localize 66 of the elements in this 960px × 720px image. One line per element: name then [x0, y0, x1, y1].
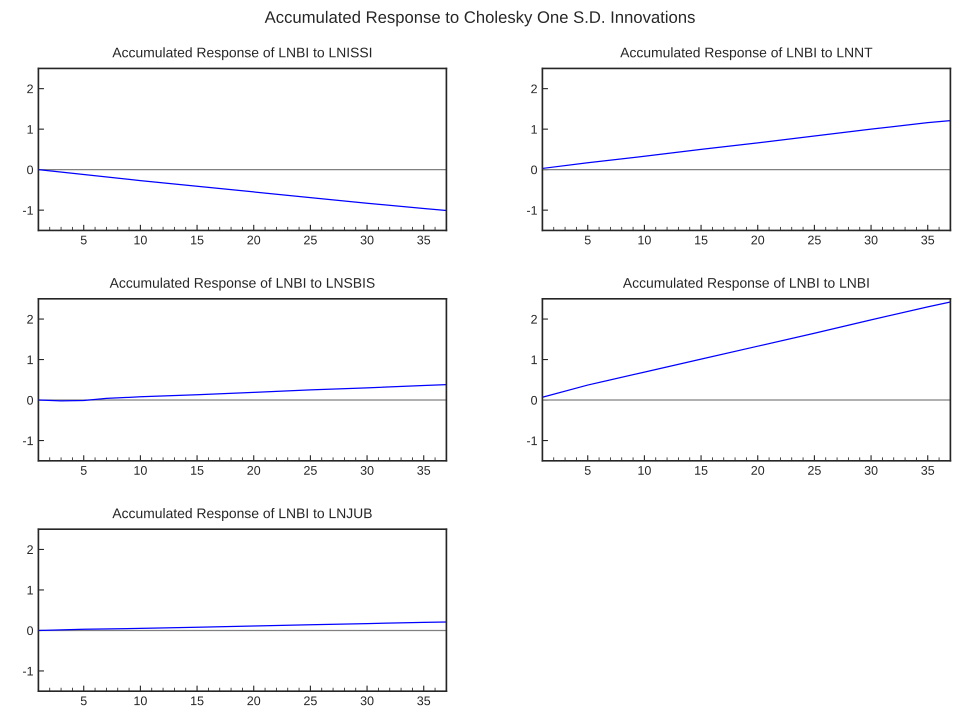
- y-tick-label: 1: [532, 355, 537, 364]
- x-tick-label: 30: [360, 466, 374, 475]
- chart-title: Accumulated Response of LNBI to LNJUB: [112, 508, 372, 521]
- y-tick-label: 1: [532, 125, 537, 134]
- x-tick-label: 10: [638, 236, 651, 244]
- x-tick-label: 30: [864, 236, 878, 244]
- x-tick-label: 25: [304, 466, 317, 475]
- x-tick-label: 15: [191, 696, 204, 706]
- chart-title: Accumulated Response of LNBI to LNSBIS: [110, 278, 375, 291]
- x-tick-label: 35: [921, 236, 934, 244]
- x-tick-label: 5: [80, 236, 87, 244]
- x-tick-label: 15: [695, 236, 708, 244]
- y-tick-label: 0: [27, 626, 34, 636]
- y-tick-label: -1: [22, 206, 33, 215]
- x-tick-label: 15: [695, 466, 708, 475]
- y-tick-label: 2: [531, 84, 537, 94]
- y-tick-label: -1: [22, 436, 33, 446]
- x-tick-label: 25: [808, 466, 821, 475]
- y-tick-label: 1: [28, 355, 33, 364]
- chart-title: Accumulated Response of LNBI to LNISSI: [112, 47, 372, 60]
- y-tick-label: -1: [526, 436, 537, 446]
- y-tick-label: 1: [28, 586, 33, 594]
- y-tick-label: 1: [28, 125, 33, 134]
- y-tick-label: 0: [531, 396, 538, 405]
- x-tick-label: 5: [80, 466, 87, 475]
- x-tick-label: 35: [921, 466, 934, 475]
- x-tick-label: 5: [584, 236, 591, 244]
- x-tick-label: 5: [80, 696, 87, 706]
- chart-title: Accumulated Response of LNBI to LNNT: [620, 47, 872, 60]
- x-tick-label: 10: [134, 236, 147, 244]
- chart-title: Accumulated Response of LNBI to LNBI: [622, 278, 869, 291]
- x-tick-label: 25: [808, 236, 821, 244]
- line-series: [38, 621, 446, 632]
- x-tick-label: 20: [751, 466, 764, 475]
- x-tick-label: 30: [360, 236, 374, 244]
- x-tick-label: 25: [304, 236, 317, 244]
- x-tick-label: 20: [247, 466, 260, 475]
- x-tick-label: 35: [417, 236, 430, 244]
- x-tick-label: 5: [584, 466, 591, 475]
- line-series: [542, 301, 950, 398]
- y-tick-label: 2: [27, 545, 33, 554]
- x-tick-label: 10: [638, 466, 651, 475]
- y-tick-label: 2: [531, 314, 537, 324]
- text: Accumulated Response to Cholesky One S.D. Innovations: [264, 10, 695, 26]
- y-tick-label: 0: [27, 165, 34, 174]
- x-tick-label: 30: [360, 696, 374, 706]
- x-tick-label: 15: [191, 466, 204, 475]
- line-series: [542, 120, 950, 170]
- y-tick-label: 0: [27, 396, 34, 405]
- x-tick-label: 35: [417, 466, 430, 475]
- y-tick-label: 0: [531, 165, 538, 174]
- x-tick-label: 20: [247, 236, 260, 244]
- x-tick-label: 20: [751, 236, 764, 244]
- x-tick-label: 35: [417, 696, 430, 706]
- y-tick-label: -1: [526, 206, 537, 215]
- x-tick-label: 25: [304, 696, 317, 706]
- x-tick-label: 10: [134, 696, 147, 706]
- x-tick-label: 10: [134, 466, 147, 475]
- y-tick-label: -1: [22, 666, 33, 676]
- line-series: [38, 384, 446, 402]
- x-tick-label: 20: [247, 696, 260, 706]
- x-tick-label: 30: [864, 466, 878, 475]
- line-series: [38, 169, 446, 212]
- y-tick-label: 2: [27, 314, 33, 324]
- x-tick-label: 15: [191, 236, 204, 244]
- y-tick-label: 2: [27, 84, 33, 94]
